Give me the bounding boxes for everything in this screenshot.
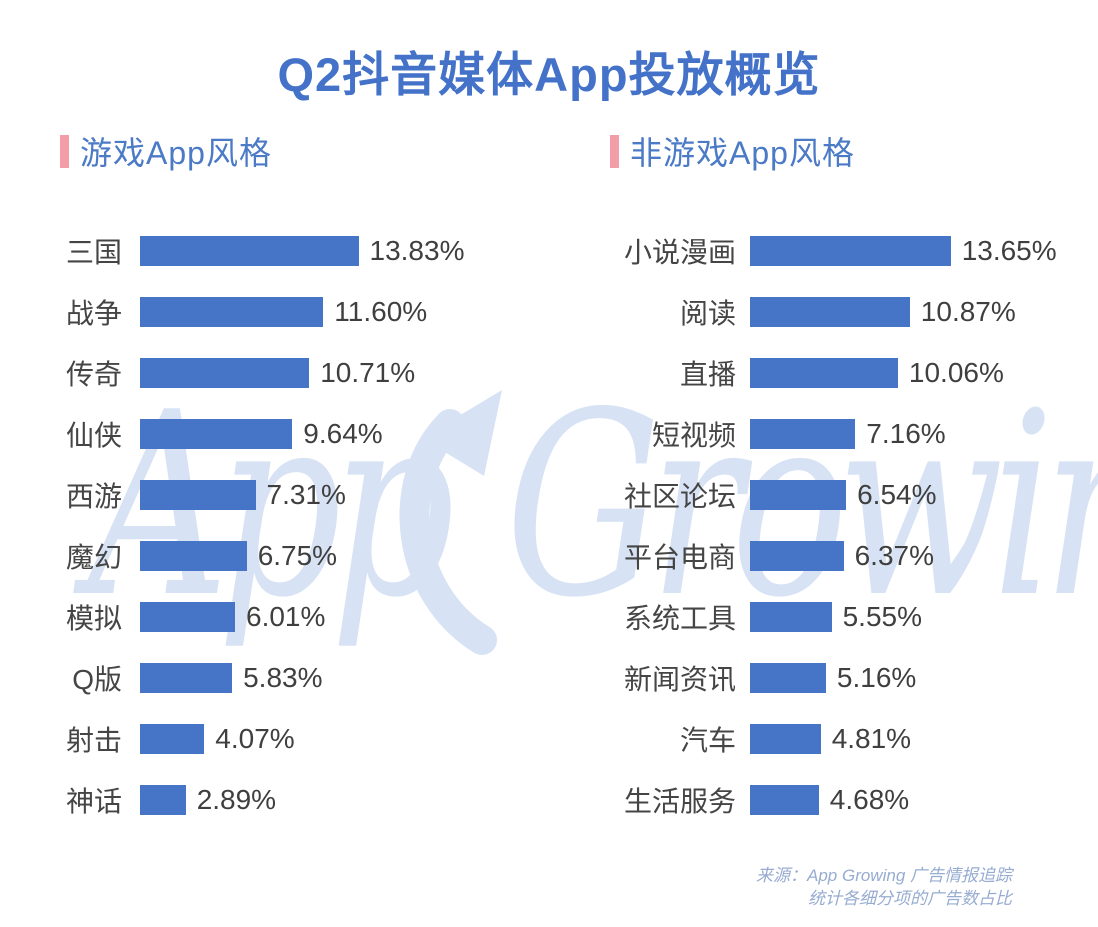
- bar-row: 直播 10.06%: [610, 342, 1057, 403]
- bar-row: 小说漫画 13.65%: [610, 220, 1057, 281]
- bar: [750, 357, 898, 388]
- category-label: 短视频: [651, 419, 736, 451]
- bar-row: 仙侠 9.64%: [60, 403, 464, 464]
- category-label: 生活服务: [623, 785, 736, 817]
- nongame-chart-rows: 小说漫画 13.65% 阅读 10.87% 直播 10.06% 短视频 7.16% 社区论坛 6.…: [610, 220, 1057, 830]
- bar-row: 神话 2.89%: [60, 769, 464, 830]
- bar-row: 三国 13.83%: [60, 220, 464, 281]
- bar-row: 短视频 7.16%: [610, 403, 1057, 464]
- category-label: 射击: [65, 724, 122, 756]
- category-label: 三国: [65, 236, 122, 268]
- bar: [140, 357, 310, 388]
- bar-row: 生活服务 4.68%: [610, 769, 1057, 830]
- value-label: 6.75%: [257, 539, 338, 571]
- source-note: 来源：App Growing 广告情报追踪 统计各细分项的广告数占比: [756, 864, 1012, 910]
- value-label: 6.54%: [857, 478, 937, 510]
- category-label: 直播: [679, 358, 736, 390]
- bar: [140, 296, 324, 327]
- category-label: 神话: [65, 785, 122, 817]
- bar-row: 西游 7.31%: [60, 464, 464, 525]
- bar-row: 汽车 4.81%: [610, 708, 1057, 769]
- section-header-nongame: 非游戏App风格: [610, 131, 1057, 171]
- category-label: Q版: [72, 663, 122, 695]
- category-label: 战争: [65, 297, 122, 329]
- bar: [750, 235, 951, 266]
- category-label: 平台电商: [623, 541, 736, 573]
- accent-bar-icon: [60, 134, 69, 168]
- bar-row: 社区论坛 6.54%: [610, 464, 1057, 525]
- bar-row: Q版 5.83%: [60, 647, 464, 708]
- bar: [750, 479, 847, 510]
- category-label: 模拟: [65, 602, 122, 634]
- bar-row: 阅读 10.87%: [610, 281, 1057, 342]
- value-label: 13.65%: [961, 234, 1057, 266]
- bar: [750, 723, 821, 754]
- value-label: 13.83%: [369, 234, 465, 266]
- bar: [140, 662, 233, 693]
- category-label: 汽车: [679, 724, 736, 756]
- category-label: 魔幻: [65, 541, 122, 573]
- bar: [140, 418, 293, 449]
- bar: [140, 235, 359, 266]
- category-label: 社区论坛: [623, 480, 736, 512]
- value-label: 9.64%: [303, 417, 383, 449]
- bar-row: 模拟 6.01%: [60, 586, 464, 647]
- value-label: 4.68%: [829, 783, 910, 815]
- section-title-game: 游戏App风格: [80, 135, 272, 171]
- value-label: 5.55%: [842, 600, 922, 632]
- bar-row: 射击 4.07%: [60, 708, 464, 769]
- category-label: 西游: [65, 480, 122, 512]
- category-label: 小说漫画: [623, 236, 736, 268]
- category-label: 系统工具: [623, 602, 736, 634]
- game-chart-rows: 三国 13.83% 战争 11.60% 传奇 10.71% 仙侠 9.64% 西游 7.31% 魔幻…: [60, 220, 464, 830]
- value-label: 2.89%: [196, 783, 277, 815]
- category-label: 新闻资讯: [623, 663, 736, 695]
- value-label: 5.83%: [243, 661, 323, 693]
- value-label: 7.16%: [866, 417, 946, 449]
- bar: [140, 540, 247, 571]
- value-label: 4.81%: [831, 722, 912, 754]
- bar: [750, 784, 819, 815]
- bar: [750, 540, 844, 571]
- bar: [140, 601, 235, 632]
- bar-row: 传奇 10.71%: [60, 342, 464, 403]
- bar: [750, 662, 826, 693]
- value-label: 10.71%: [320, 356, 416, 388]
- bar: [750, 296, 910, 327]
- section-title-nongame: 非游戏App风格: [630, 135, 855, 171]
- value-label: 11.60%: [334, 295, 428, 327]
- bar: [140, 479, 256, 510]
- bar: [140, 723, 205, 754]
- nongame-app-chart-section: 非游戏App风格 小说漫画 13.65% 阅读 10.87% 直播 10.06% 短视频 7.…: [610, 131, 1057, 830]
- value-label: 6.37%: [854, 539, 934, 571]
- accent-bar-icon: [610, 134, 619, 168]
- source-line-1: 来源：App Growing 广告情报追踪: [756, 866, 1012, 885]
- page-title: Q2抖音媒体App投放概览: [277, 48, 821, 101]
- bar: [140, 784, 186, 815]
- value-label: 6.01%: [246, 600, 326, 632]
- bar-row: 平台电商 6.37%: [610, 525, 1057, 586]
- category-label: 仙侠: [65, 419, 122, 451]
- value-label: 10.06%: [908, 356, 1004, 388]
- category-label: 传奇: [65, 358, 122, 390]
- bar-row: 战争 11.60%: [60, 281, 464, 342]
- section-header-game: 游戏App风格: [60, 131, 464, 171]
- category-label: 阅读: [679, 297, 736, 329]
- bar-row: 新闻资讯 5.16%: [610, 647, 1057, 708]
- value-label: 10.87%: [920, 295, 1016, 327]
- source-line-2: 统计各细分项的广告数占比: [808, 889, 1012, 908]
- value-label: 4.07%: [215, 722, 295, 754]
- bar-row: 系统工具 5.55%: [610, 586, 1057, 647]
- value-label: 7.31%: [266, 478, 346, 510]
- value-label: 5.16%: [836, 661, 917, 693]
- bar-row: 魔幻 6.75%: [60, 525, 464, 586]
- bar: [750, 418, 856, 449]
- bar: [750, 601, 832, 632]
- game-app-chart-section: 游戏App风格 三国 13.83% 战争 11.60% 传奇 10.71% 仙侠 9.64% 西…: [60, 131, 464, 830]
